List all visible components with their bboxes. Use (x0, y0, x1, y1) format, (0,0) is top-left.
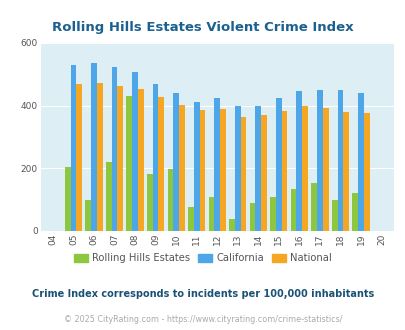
Bar (363, 113, 369, 231)
Text: © 2025 CityRating.com - https://www.cityrating.com/crime-statistics/: © 2025 CityRating.com - https://www.city… (64, 315, 341, 324)
Bar (270, 197, 275, 231)
Bar (111, 67, 117, 231)
Bar (117, 86, 123, 231)
Bar (301, 106, 307, 231)
Bar (97, 83, 102, 231)
Bar (331, 200, 337, 231)
Bar (311, 183, 316, 231)
Bar (76, 84, 82, 231)
Bar (70, 65, 76, 231)
Bar (106, 162, 111, 231)
Bar (132, 72, 138, 231)
Bar (167, 169, 173, 231)
Bar (152, 84, 158, 231)
Bar (343, 113, 348, 231)
Bar (296, 90, 301, 231)
Bar (275, 98, 281, 231)
Bar (260, 115, 266, 231)
Bar (173, 93, 179, 231)
Bar (357, 93, 363, 231)
Bar (199, 110, 205, 231)
Text: Crime Index corresponds to incidents per 100,000 inhabitants: Crime Index corresponds to incidents per… (32, 289, 373, 299)
Bar (316, 90, 322, 231)
Bar (290, 189, 296, 231)
Bar (214, 98, 220, 231)
Bar (91, 63, 97, 231)
Bar (281, 111, 287, 231)
Bar (85, 200, 91, 231)
Bar (228, 219, 234, 231)
Bar (240, 117, 246, 231)
Bar (208, 197, 214, 231)
Bar (179, 105, 184, 231)
Bar (249, 203, 255, 231)
Bar (220, 109, 225, 231)
Bar (234, 106, 240, 231)
Bar (255, 106, 260, 231)
Bar (337, 90, 343, 231)
Text: Rolling Hills Estates Violent Crime Index: Rolling Hills Estates Violent Crime Inde… (52, 21, 353, 34)
Bar (147, 174, 152, 231)
Bar (158, 97, 164, 231)
Bar (193, 102, 199, 231)
Bar (65, 167, 70, 231)
Bar (188, 207, 193, 231)
Bar (126, 96, 132, 231)
Bar (352, 193, 357, 231)
Legend: Rolling Hills Estates, California, National: Rolling Hills Estates, California, Natio… (70, 249, 335, 267)
Bar (138, 89, 143, 231)
Bar (322, 108, 328, 231)
